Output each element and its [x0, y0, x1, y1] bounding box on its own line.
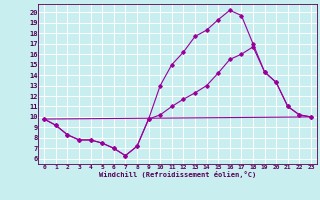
X-axis label: Windchill (Refroidissement éolien,°C): Windchill (Refroidissement éolien,°C) [99, 171, 256, 178]
